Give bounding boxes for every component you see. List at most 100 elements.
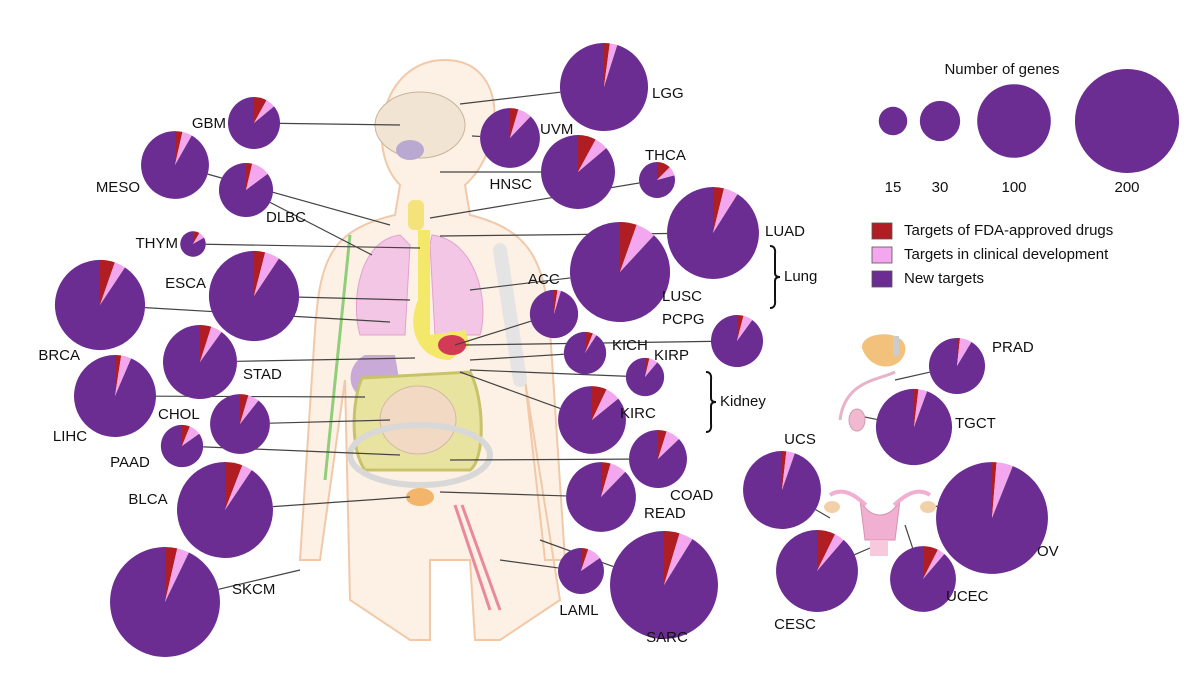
cancer-label: READ bbox=[644, 505, 686, 522]
cancer-label: LAML bbox=[559, 602, 598, 619]
pie-slice bbox=[658, 430, 667, 459]
pie bbox=[629, 430, 687, 488]
connector bbox=[205, 243, 421, 249]
cancer-label: ACC bbox=[528, 271, 560, 288]
pie-slice bbox=[74, 355, 156, 437]
pie-slice bbox=[957, 338, 972, 366]
pie-slice bbox=[578, 135, 596, 172]
cancer-label: PCPG bbox=[662, 311, 705, 328]
pie bbox=[936, 462, 1048, 574]
pie-slice bbox=[566, 462, 636, 532]
cancer-label: GBM bbox=[192, 115, 226, 132]
pie-slice bbox=[592, 389, 619, 420]
pies bbox=[54, 42, 1048, 657]
pie-slice bbox=[182, 426, 200, 446]
legend-size-label: 30 bbox=[932, 179, 949, 196]
pie-slice bbox=[581, 549, 600, 571]
pie-slice bbox=[240, 395, 259, 424]
legend-label: Targets in clinical development bbox=[904, 246, 1109, 263]
pie-slice bbox=[782, 451, 787, 490]
pie-slice bbox=[115, 355, 122, 396]
pie-slice bbox=[175, 131, 183, 165]
cancer-label: BLCA bbox=[128, 491, 167, 508]
cancer-label: STAD bbox=[243, 366, 282, 383]
female-repro-illustration bbox=[824, 489, 936, 556]
pie-slice bbox=[992, 462, 997, 518]
pie-slice bbox=[200, 326, 222, 362]
bracket bbox=[705, 371, 717, 433]
pie-slice bbox=[743, 451, 821, 529]
connector bbox=[269, 201, 373, 256]
cancer-label: LUSC bbox=[662, 288, 702, 305]
pie-slice bbox=[601, 462, 611, 497]
pie-slice bbox=[541, 135, 615, 209]
pie bbox=[529, 289, 579, 339]
pie-slice bbox=[200, 325, 212, 362]
pie-slice bbox=[645, 358, 658, 377]
pie-slice bbox=[620, 224, 655, 272]
pie-slice bbox=[225, 465, 252, 510]
pie-slice bbox=[658, 431, 680, 459]
pie bbox=[558, 548, 604, 594]
pie-slice bbox=[713, 188, 738, 233]
cancer-label: LIHC bbox=[53, 428, 87, 445]
cancer-label: UVM bbox=[540, 121, 573, 138]
cancer-label: BRCA bbox=[38, 347, 80, 364]
pie-slice bbox=[54, 259, 146, 351]
pie bbox=[558, 386, 626, 454]
connector bbox=[854, 547, 871, 556]
pie-slice bbox=[629, 430, 687, 488]
cancer-label: SARC bbox=[646, 629, 688, 646]
legend-size-label: 100 bbox=[1001, 179, 1026, 196]
pie-slice bbox=[657, 161, 670, 180]
pie bbox=[610, 531, 718, 639]
connector bbox=[815, 509, 831, 519]
pie-slice bbox=[592, 386, 607, 420]
connector bbox=[439, 491, 567, 497]
pie-slice bbox=[529, 289, 579, 339]
pie-slice bbox=[875, 388, 953, 466]
pie-slice bbox=[193, 231, 200, 244]
pie-slice bbox=[667, 187, 759, 279]
pie bbox=[480, 108, 540, 168]
pie bbox=[875, 388, 953, 466]
pie-slice bbox=[625, 357, 665, 397]
legend-size-circle bbox=[1074, 68, 1180, 174]
legend-label: Targets of FDA-approved drugs bbox=[904, 222, 1113, 239]
cancer-label: PAAD bbox=[110, 454, 150, 471]
pie-slice bbox=[246, 163, 268, 190]
legend-swatch bbox=[871, 246, 893, 264]
cancer-label: CESC bbox=[774, 616, 816, 633]
cancer-label: KIRP bbox=[654, 347, 689, 364]
pie bbox=[566, 462, 636, 532]
connector bbox=[459, 91, 561, 105]
pie-slice bbox=[992, 462, 1013, 518]
pie bbox=[559, 42, 649, 132]
cancer-label: SKCM bbox=[232, 581, 275, 598]
pie bbox=[638, 161, 676, 199]
pie bbox=[227, 96, 281, 150]
legend-size-label: 15 bbox=[885, 179, 902, 196]
pie-slice bbox=[713, 187, 724, 233]
pie-slice bbox=[246, 162, 253, 190]
pie-slice bbox=[604, 42, 610, 87]
pie-slice bbox=[141, 131, 209, 199]
pie bbox=[180, 231, 206, 257]
connector bbox=[236, 357, 416, 362]
pie-slice bbox=[563, 331, 607, 375]
cancer-label: OV bbox=[1037, 543, 1059, 560]
pie-slice bbox=[604, 43, 618, 87]
cancer-label: THYM bbox=[136, 235, 179, 252]
pie-slice bbox=[110, 547, 220, 657]
pie-slice bbox=[645, 357, 650, 377]
pie-slice bbox=[569, 221, 671, 323]
male-repro-illustration bbox=[838, 334, 906, 432]
pie-slice bbox=[240, 394, 249, 424]
pie bbox=[667, 187, 759, 279]
bracket bbox=[769, 245, 781, 309]
pie-slice bbox=[480, 108, 540, 168]
connector bbox=[218, 569, 301, 590]
pie-slice bbox=[225, 462, 243, 510]
pie-slice bbox=[208, 250, 300, 342]
